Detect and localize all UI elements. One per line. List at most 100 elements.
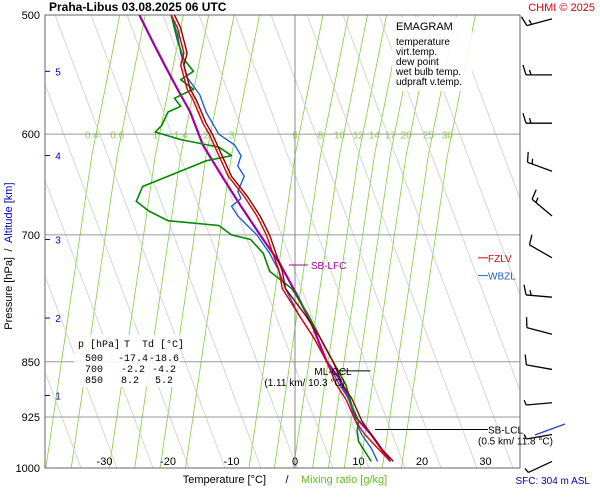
mixing-ratio-label: 12 bbox=[353, 130, 365, 141]
table-cell-p: 850 bbox=[85, 376, 103, 387]
mixing-ratio-line bbox=[45, 155, 93, 468]
legend-wet-bulb: wet bulb temp. bbox=[395, 67, 461, 78]
dry-adiabat bbox=[306, 15, 478, 468]
mixing-ratio-line bbox=[339, 15, 368, 156]
dry-adiabat bbox=[54, 15, 226, 468]
wind-barb-half-feather bbox=[523, 399, 527, 406]
wind-barb bbox=[523, 284, 553, 298]
mixing-ratio-line bbox=[327, 155, 375, 468]
table-cell-p: 500 bbox=[85, 354, 103, 365]
y-axis-label: Pressure [hPa] bbox=[3, 257, 15, 330]
wind-barb-half-feather bbox=[528, 69, 532, 76]
wind-barb-half-feather bbox=[528, 19, 533, 25]
mixing-ratio-label: 17 bbox=[385, 130, 397, 141]
x-tick-label: -10 bbox=[224, 456, 240, 468]
mixing-ratio-line bbox=[248, 155, 296, 468]
surface-wind-marker bbox=[534, 423, 566, 436]
wind-barb bbox=[524, 460, 553, 474]
mixing-ratio-line bbox=[381, 155, 429, 468]
mixing-ratio-line bbox=[343, 155, 391, 468]
series-line-wet-bulb-temp- bbox=[170, 15, 379, 462]
wind-barb bbox=[520, 16, 553, 27]
level-sb-lcl-detail: (0.5 km/ 11.8 °C) bbox=[478, 436, 553, 447]
wind-barb bbox=[523, 433, 553, 440]
surface-elevation: SFC: 304 m ASL bbox=[516, 476, 591, 487]
table-cell-t: 8.2 bbox=[121, 376, 139, 387]
level-fzlv-label: FZLV bbox=[488, 254, 512, 265]
wind-barb-half-feather bbox=[524, 468, 529, 473]
y-tick-label: 700 bbox=[22, 230, 40, 242]
x-tick-label: 0 bbox=[292, 456, 298, 468]
wind-barb bbox=[526, 151, 553, 172]
table-cell-td: -4.2 bbox=[152, 365, 176, 376]
legend-dew-point: dew point bbox=[396, 57, 439, 68]
copyright: CHMI © 2025 bbox=[528, 2, 595, 14]
dry-adiabat bbox=[45, 275, 118, 468]
isobar-and-isotherm-grid bbox=[45, 15, 520, 468]
altitude-tick-label: 3 bbox=[55, 236, 61, 247]
series-line-virt-temp- bbox=[173, 15, 394, 462]
wind-barb-feather bbox=[523, 284, 527, 296]
y-axis-label-altitude: Altitude [km] bbox=[3, 182, 15, 243]
mixing-ratio-lines: 0.40.611.4236810121417202530 bbox=[45, 15, 476, 468]
y-tick-label: 500 bbox=[22, 10, 40, 22]
x-tick-label: -20 bbox=[160, 456, 176, 468]
mixing-ratio-label: 0.4 bbox=[85, 130, 99, 141]
y-tick-label: 600 bbox=[22, 129, 40, 141]
table-cell-t: -2.2 bbox=[121, 365, 145, 376]
mixing-ratio-line bbox=[312, 155, 359, 468]
level-sb-lfc-label: SB-LFC bbox=[311, 261, 347, 272]
wind-barb-feather bbox=[522, 64, 527, 76]
altitude-tick-label: 1 bbox=[55, 392, 61, 403]
wind-barb bbox=[528, 234, 553, 259]
wind-barb-feather bbox=[524, 354, 528, 365]
mixing-ratio-label: 20 bbox=[401, 130, 413, 141]
x-tick-label: 20 bbox=[416, 456, 428, 468]
mixing-ratio-label: 10 bbox=[334, 130, 346, 141]
dry-adiabat bbox=[90, 15, 262, 468]
y-tick-label: 1000 bbox=[16, 463, 40, 475]
table-cell-td: -18.6 bbox=[149, 354, 179, 365]
wind-barb bbox=[522, 64, 552, 76]
mixing-ratio-line bbox=[294, 15, 324, 156]
altitude-tick-label: 5 bbox=[55, 67, 61, 78]
wind-barb-half-feather bbox=[529, 290, 532, 296]
x-axis-label-mixing: Mixing ratio [g/kg] bbox=[301, 474, 387, 486]
mixing-ratio-line bbox=[320, 15, 349, 156]
mixing-ratio-line bbox=[231, 15, 260, 156]
legend-virt-temp: virt.temp. bbox=[396, 47, 437, 58]
mixing-ratio-label: 0.6 bbox=[110, 130, 124, 141]
series-layer bbox=[135, 15, 394, 463]
level-wbzl-label: WBZL bbox=[488, 272, 516, 283]
wind-barb-half-feather bbox=[535, 197, 539, 203]
altitude-tick-label: 4 bbox=[55, 152, 61, 163]
dry-adiabat bbox=[342, 15, 514, 468]
table-header-td: Td [°C] bbox=[142, 339, 184, 351]
dry-adiabat bbox=[45, 179, 154, 468]
mixing-ratio-line bbox=[401, 155, 448, 468]
mixing-ratio-label: 2 bbox=[203, 130, 209, 141]
x-axis-label: Temperature [°C] bbox=[183, 474, 266, 486]
mixing-ratio-line bbox=[293, 155, 340, 468]
wind-barb-half-feather bbox=[523, 434, 527, 440]
y-tick-label: 850 bbox=[22, 357, 40, 369]
x-tick-label: -30 bbox=[97, 456, 113, 468]
altitude-tick-label: 2 bbox=[55, 314, 61, 325]
table-header-p: p [hPa] bbox=[78, 339, 120, 351]
dry-adiabat bbox=[45, 83, 190, 468]
dry-adiabat bbox=[198, 15, 370, 468]
wind-barb-staff bbox=[526, 364, 553, 371]
wind-barb-staff bbox=[526, 433, 553, 440]
mixing-ratio-label: 1.4 bbox=[174, 130, 188, 141]
mixing-ratio-label: 8 bbox=[318, 130, 324, 141]
legend: EMAGRAM temperature virt.temp. dew point… bbox=[392, 17, 472, 91]
mixing-ratio-line bbox=[180, 15, 210, 156]
wind-barb-staff bbox=[529, 244, 553, 259]
dry-adiabat bbox=[270, 15, 442, 468]
mixing-ratio-line bbox=[108, 155, 156, 468]
mixing-ratio-line bbox=[134, 155, 182, 468]
mixing-ratio-line bbox=[185, 155, 232, 468]
x-tick-label: 10 bbox=[352, 456, 364, 468]
level-markers: SB-LFC FZLV WBZL ML-CCL(1.11 km/ 10.3 °C) SB… bbox=[264, 254, 553, 448]
